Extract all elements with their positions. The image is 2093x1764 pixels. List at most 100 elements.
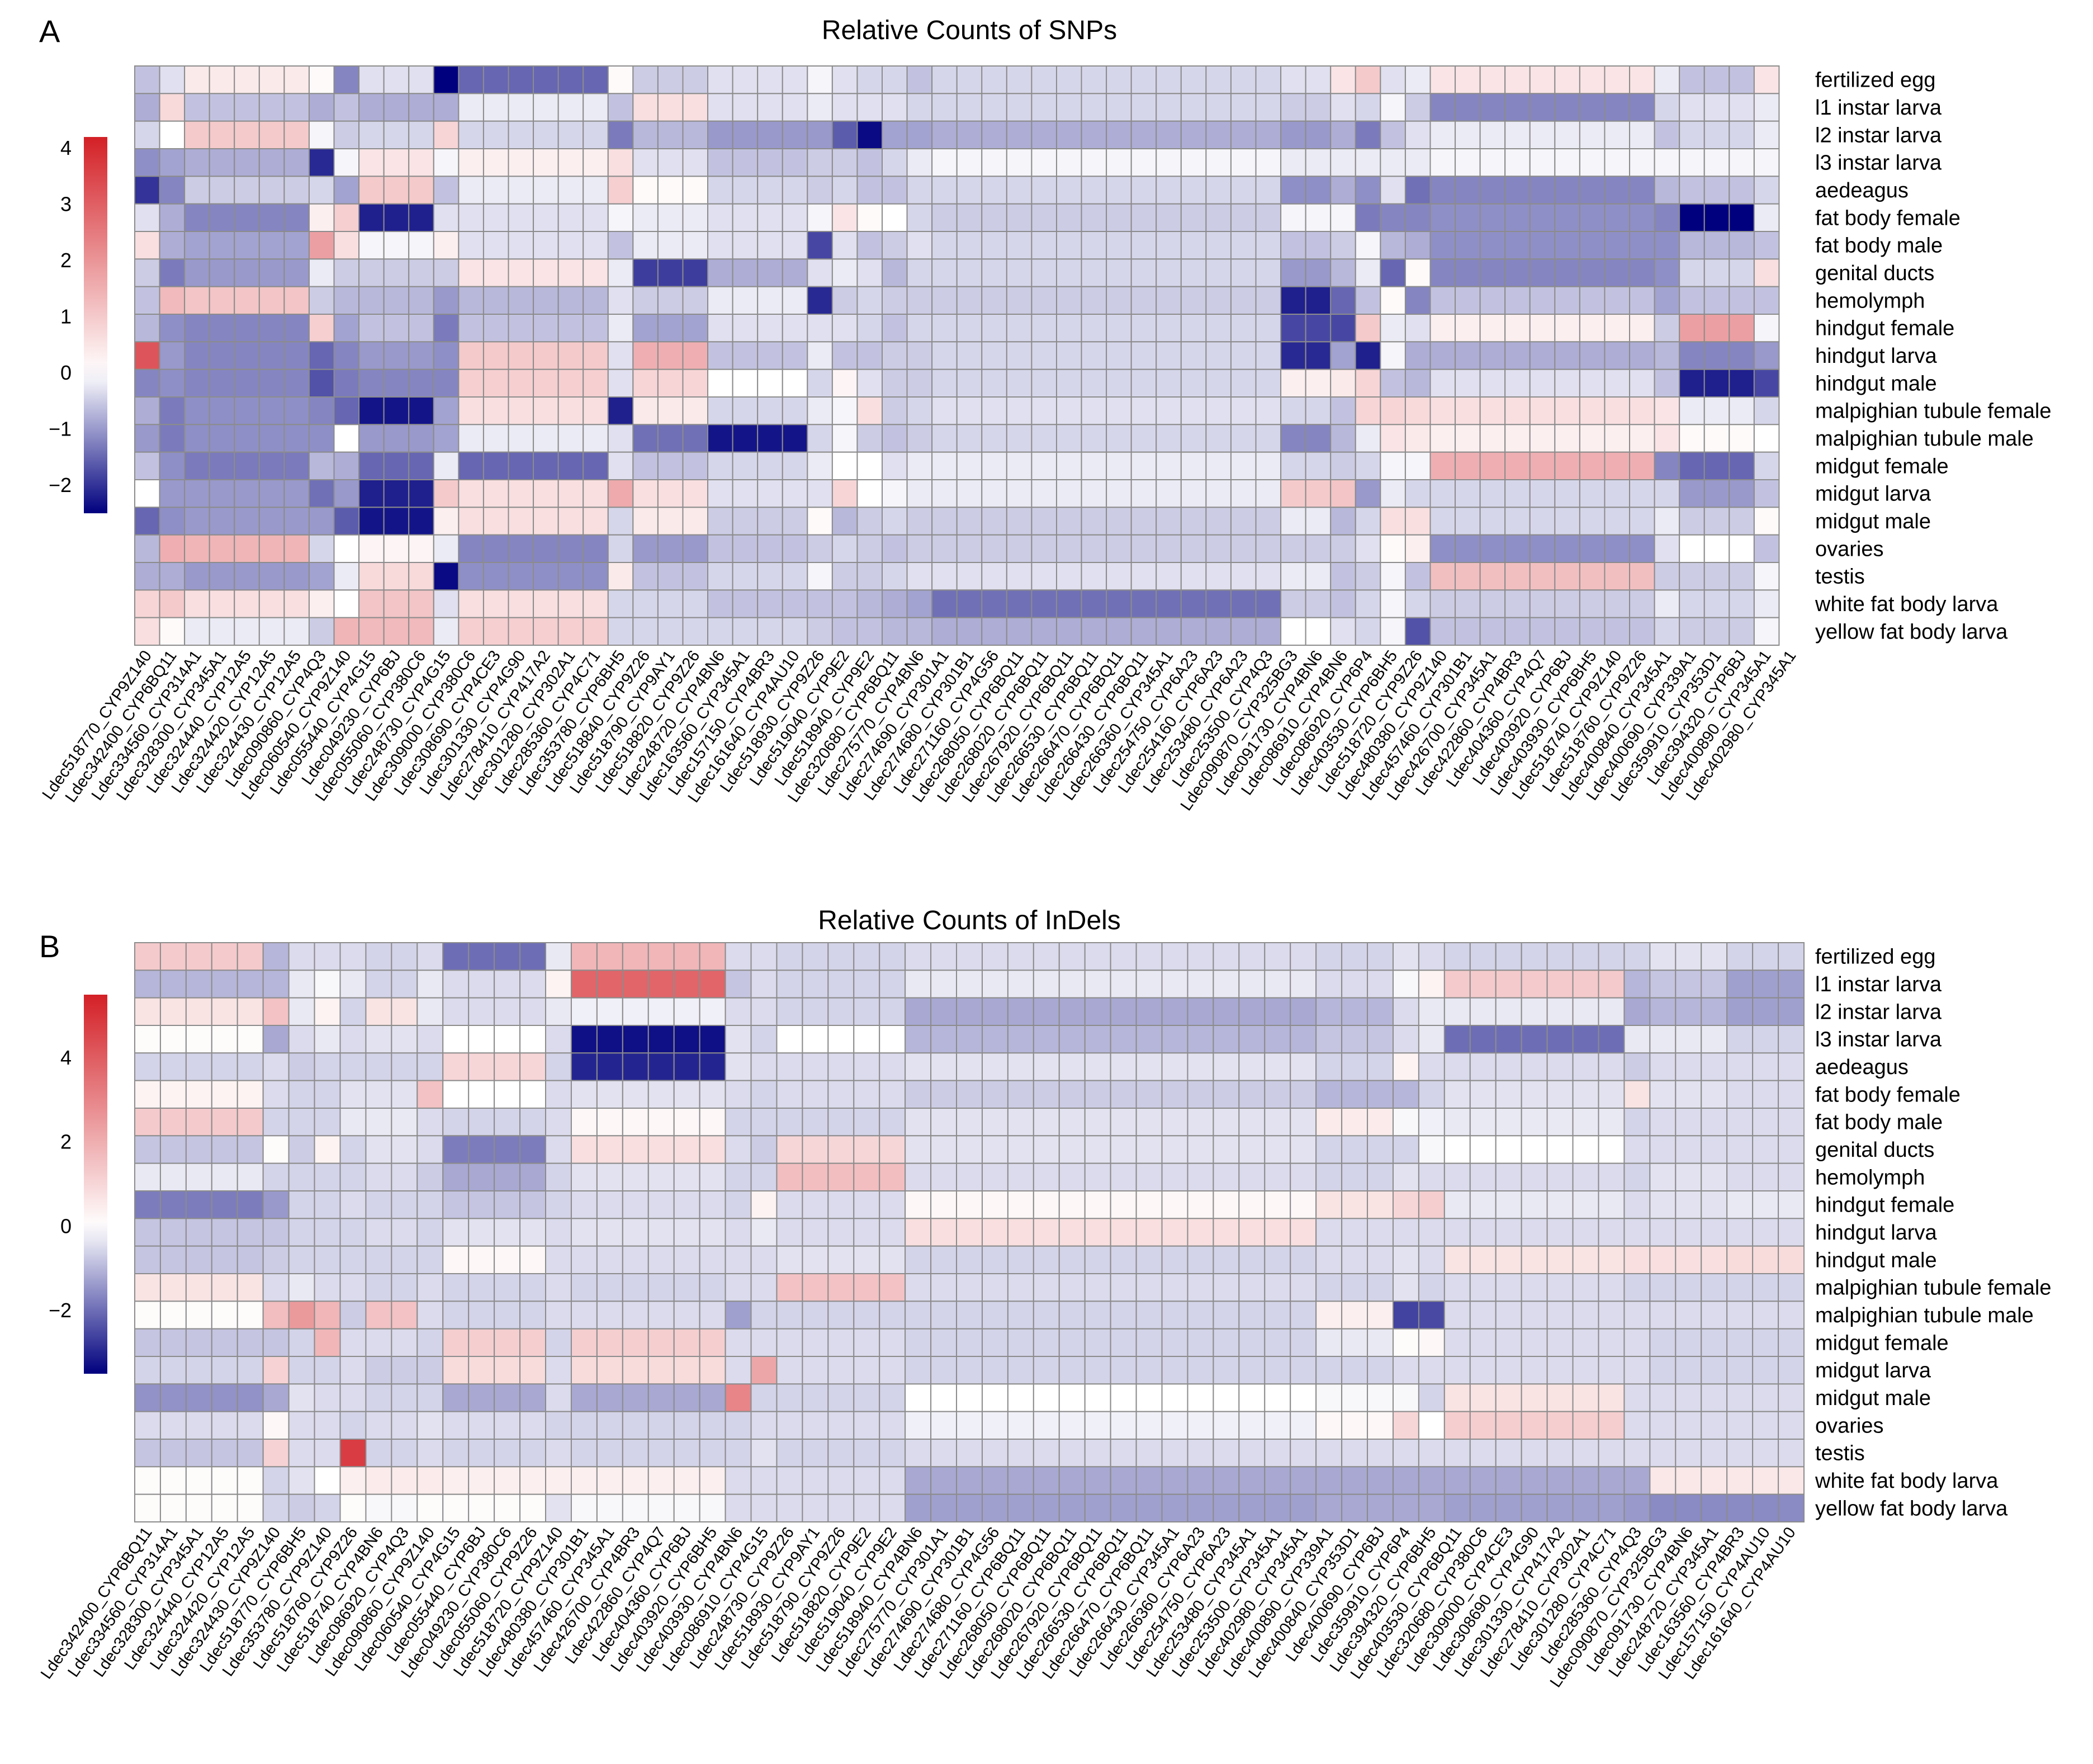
heatmap-cell (283, 314, 310, 343)
heatmap-cell (209, 507, 235, 536)
heatmap-cell (1367, 1108, 1394, 1137)
heatmap-cell (1703, 93, 1730, 122)
heatmap-cell (632, 148, 659, 177)
heatmap-cell (632, 203, 659, 233)
heatmap-cell (1479, 479, 1506, 508)
heatmap-cell (159, 341, 186, 370)
heatmap-cell (1007, 1135, 1034, 1164)
heatmap-cell (905, 1439, 932, 1468)
heatmap-cell (647, 1328, 675, 1357)
heatmap-cell (931, 231, 958, 260)
heatmap-cell (757, 120, 783, 149)
heatmap-cell (1623, 1135, 1651, 1164)
heatmap-cell (408, 286, 434, 315)
heatmap-cell (1081, 65, 1107, 94)
heatmap-cell (1031, 479, 1057, 508)
heatmap-cell (732, 617, 759, 646)
heatmap-cell (647, 1356, 675, 1385)
heatmap-cell (508, 534, 534, 563)
heatmap-cell (159, 148, 186, 177)
heatmap-cell (1404, 231, 1431, 260)
heatmap-cell (1604, 203, 1631, 233)
heatmap-cell (956, 942, 983, 971)
heatmap-cell (1418, 1411, 1445, 1440)
heatmap-cell (1213, 1328, 1240, 1357)
heatmap-cell (906, 562, 933, 591)
heatmap-cell (308, 562, 335, 591)
heatmap-cell (1443, 1273, 1471, 1302)
heatmap-cell (333, 314, 360, 343)
heatmap-cell (1679, 120, 1705, 149)
heatmap-cell (1006, 203, 1033, 233)
heatmap-cell (1031, 562, 1057, 591)
heatmap-cell (1156, 341, 1182, 370)
heatmap-cell (236, 1190, 264, 1219)
heatmap-cell (956, 1190, 983, 1219)
heatmap-cell (1081, 286, 1107, 315)
heatmap-cell (234, 534, 260, 563)
heatmap-cell (673, 1135, 700, 1164)
heatmap-cell (1554, 617, 1580, 646)
heatmap-cell (1110, 1052, 1137, 1081)
heatmap-cell (930, 1466, 958, 1495)
heatmap-cell (930, 1328, 958, 1357)
heatmap-cell (1315, 1356, 1343, 1385)
heatmap-cell (1753, 424, 1780, 453)
heatmap-cell (1255, 231, 1282, 260)
heatmap-cell (234, 176, 260, 205)
heatmap-cell (1058, 1356, 1086, 1385)
heatmap-cell (1033, 1218, 1060, 1247)
heatmap-cell (1130, 617, 1157, 646)
heatmap-cell (981, 997, 1008, 1027)
heatmap-cell (647, 1466, 675, 1495)
heatmap-cell (583, 176, 609, 205)
heatmap-cell (776, 970, 803, 999)
heatmap-cell (1187, 1383, 1214, 1412)
heatmap-cell (288, 1052, 315, 1081)
heatmap-cell (185, 1328, 212, 1357)
heatmap-cell (802, 970, 829, 999)
heatmap-cell (1238, 1052, 1266, 1081)
heatmap-cell (1649, 997, 1677, 1027)
heatmap-cell (1106, 424, 1132, 453)
heatmap-cell (557, 341, 584, 370)
heatmap-cell (607, 534, 634, 563)
heatmap-cell (508, 314, 534, 343)
heatmap-cell (1007, 1300, 1034, 1330)
heatmap-cell (365, 1162, 392, 1191)
heatmap-cell (905, 1493, 932, 1522)
heatmap-cell (699, 1162, 726, 1191)
heatmap-cell (288, 1245, 315, 1274)
heatmap-cell (358, 286, 385, 315)
heatmap-cell (433, 258, 460, 287)
heatmap-cell (570, 1245, 598, 1274)
heatmap-cell (433, 231, 460, 260)
heatmap-cell (657, 424, 684, 453)
heatmap-cell (1429, 148, 1456, 177)
heatmap-cell (545, 997, 572, 1027)
heatmap-cell (1081, 424, 1107, 453)
heatmap-cell (134, 1300, 161, 1330)
heatmap-cell (879, 1493, 906, 1522)
heatmap-cell (1205, 231, 1232, 260)
heatmap-cell (1367, 1245, 1394, 1274)
heatmap-cell (185, 1162, 212, 1191)
heatmap-cell (673, 1411, 700, 1440)
heatmap-cell (211, 970, 238, 999)
heatmap-cell (1429, 120, 1456, 149)
heatmap-cell (283, 258, 310, 287)
chart-title: Relative Counts of InDels (818, 906, 1121, 935)
heatmap-cell (1205, 396, 1232, 425)
heatmap-cell (383, 479, 410, 508)
heatmap-cell (1729, 562, 1755, 591)
heatmap-cell (673, 1190, 700, 1219)
heatmap-cell (1469, 1439, 1497, 1468)
heatmap-cell (632, 451, 659, 480)
heatmap-cell (1135, 1273, 1163, 1302)
heatmap-cell (1726, 1080, 1754, 1109)
heatmap-cell (519, 1025, 547, 1054)
heatmap-cell (673, 1218, 700, 1247)
heatmap-cell (647, 1383, 675, 1412)
heatmap-cell (1130, 479, 1157, 508)
heatmap-cell (1110, 1273, 1137, 1302)
